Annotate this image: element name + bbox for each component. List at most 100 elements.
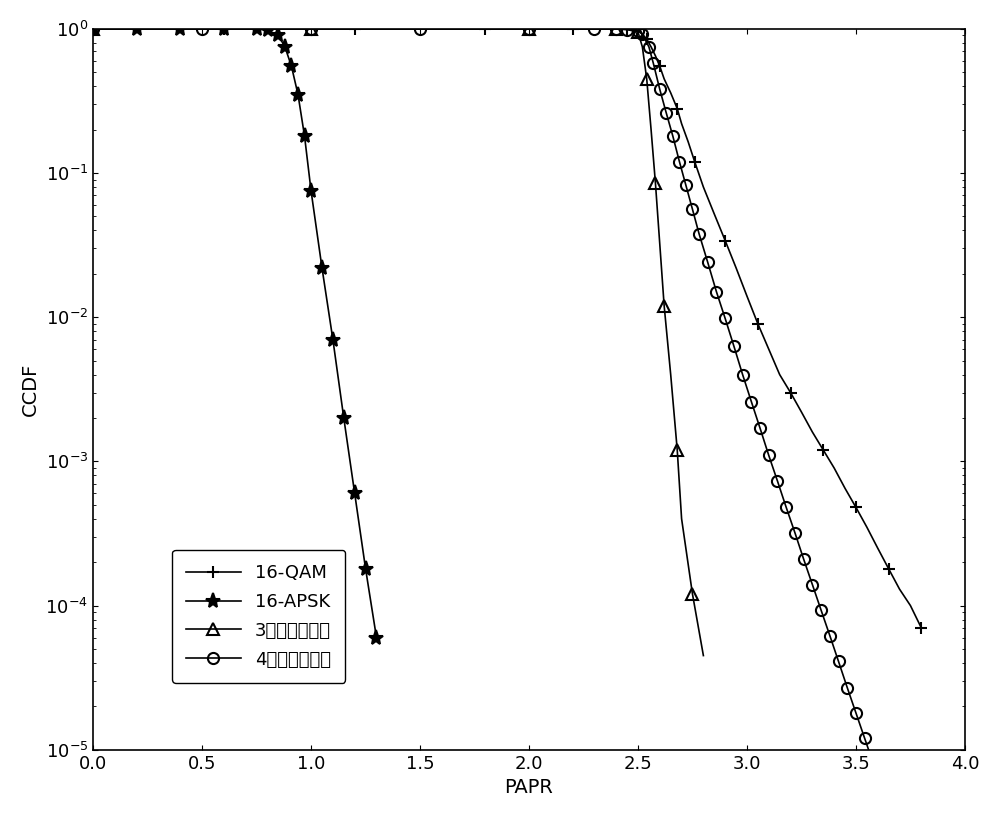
16-APSK [174, 24, 186, 34]
4维星座图调制 [196, 24, 208, 34]
16-APSK [272, 30, 284, 40]
3维星座图调制 [632, 27, 644, 37]
16-QAM [87, 24, 99, 34]
4维星座图调制 [667, 132, 679, 142]
16-QAM [730, 263, 742, 272]
16-QAM [894, 584, 906, 594]
3维星座图调制 [671, 445, 683, 455]
16-QAM [689, 157, 701, 167]
16-QAM [645, 42, 657, 52]
4维星座图调制 [693, 229, 705, 239]
4维星座图调制 [728, 341, 740, 351]
3维星座图调制 [686, 589, 698, 599]
16-QAM [872, 543, 884, 553]
16-APSK [262, 25, 274, 35]
16-QAM [610, 24, 622, 34]
4维星座图调制 [305, 24, 317, 34]
3维星座图调制 [636, 42, 648, 52]
16-APSK [131, 24, 143, 34]
16-QAM [262, 24, 274, 34]
16-APSK [292, 90, 304, 100]
16-QAM [567, 24, 579, 34]
3维星座图调制 [588, 24, 600, 34]
3维星座图调制 [649, 178, 661, 188]
4维星座图调制 [702, 258, 714, 267]
4维星座图调制 [686, 204, 698, 214]
4维星座图调制 [632, 26, 644, 36]
Legend: 16-QAM, 16-APSK, 3维星座图调制, 4维星座图调制: 16-QAM, 16-APSK, 3维星座图调制, 4维星座图调制 [172, 550, 345, 683]
3维星座图调制 [654, 240, 666, 249]
3维星座图调制 [658, 301, 670, 311]
16-QAM [174, 24, 186, 34]
4维星座图调制 [771, 476, 783, 486]
3维星座图调制 [665, 370, 677, 380]
4维星座图调制 [643, 42, 655, 52]
3维星座图调制 [196, 24, 208, 34]
16-QAM [654, 61, 666, 71]
16-QAM [523, 24, 535, 34]
Line: 4维星座图调制: 4维星座图调制 [88, 24, 905, 818]
16-QAM [588, 24, 600, 34]
16-APSK [327, 335, 339, 344]
4维星座图调制 [876, 782, 888, 792]
16-QAM [741, 291, 753, 301]
16-APSK [285, 61, 297, 71]
3维星座图调制 [645, 125, 657, 135]
16-QAM [641, 34, 653, 44]
4维星座图调制 [780, 502, 792, 512]
16-QAM [649, 51, 661, 61]
16-QAM [218, 24, 230, 34]
3维星座图调制 [676, 514, 688, 524]
4维星座图调制 [841, 683, 853, 693]
4维星座图调制 [815, 605, 827, 615]
16-QAM [817, 445, 829, 455]
16-QAM [915, 623, 927, 633]
16-APSK [87, 24, 99, 34]
16-QAM [671, 104, 683, 114]
3维星座图调制 [610, 24, 622, 34]
4维星座图调制 [789, 528, 801, 537]
16-QAM [785, 388, 797, 398]
4维星座图调制 [654, 84, 666, 94]
16-QAM [774, 370, 786, 380]
4维星座图调制 [588, 24, 600, 34]
4维星座图调制 [850, 708, 862, 718]
4维星座图调制 [523, 24, 535, 34]
4维星座图调制 [710, 287, 722, 297]
16-APSK [218, 24, 230, 34]
16-QAM [436, 24, 448, 34]
16-APSK [316, 263, 328, 272]
4维星座图调制 [621, 25, 633, 34]
16-QAM [708, 209, 720, 219]
4维星座图调制 [763, 451, 775, 461]
Line: 16-QAM: 16-QAM [88, 24, 927, 633]
16-QAM [795, 407, 807, 417]
16-QAM [632, 25, 644, 35]
16-QAM [392, 24, 404, 34]
3维星座图调制 [87, 24, 99, 34]
16-QAM [545, 24, 557, 34]
16-QAM [763, 344, 775, 354]
16-QAM [850, 502, 862, 512]
Line: 3维星座图调制: 3维星座图调制 [87, 23, 710, 662]
16-QAM [305, 24, 317, 34]
4维星座图调制 [745, 397, 757, 407]
4维星座图调制 [660, 108, 672, 118]
16-APSK [360, 564, 372, 573]
4维星座图调制 [867, 759, 879, 769]
4维星座图调制 [610, 24, 622, 34]
Line: 16-APSK: 16-APSK [86, 21, 384, 645]
16-APSK [299, 132, 311, 142]
16-QAM [131, 24, 143, 34]
16-APSK [279, 42, 291, 52]
16-QAM [861, 522, 873, 532]
16-QAM [658, 74, 670, 83]
4维星座图调制 [673, 157, 685, 167]
4维星座图调制 [647, 58, 659, 68]
16-QAM [479, 24, 491, 34]
4维星座图调制 [754, 423, 766, 433]
4维星座图调制 [87, 24, 99, 34]
3维星座图调制 [414, 24, 426, 34]
16-QAM [676, 119, 688, 128]
16-QAM [697, 182, 709, 192]
